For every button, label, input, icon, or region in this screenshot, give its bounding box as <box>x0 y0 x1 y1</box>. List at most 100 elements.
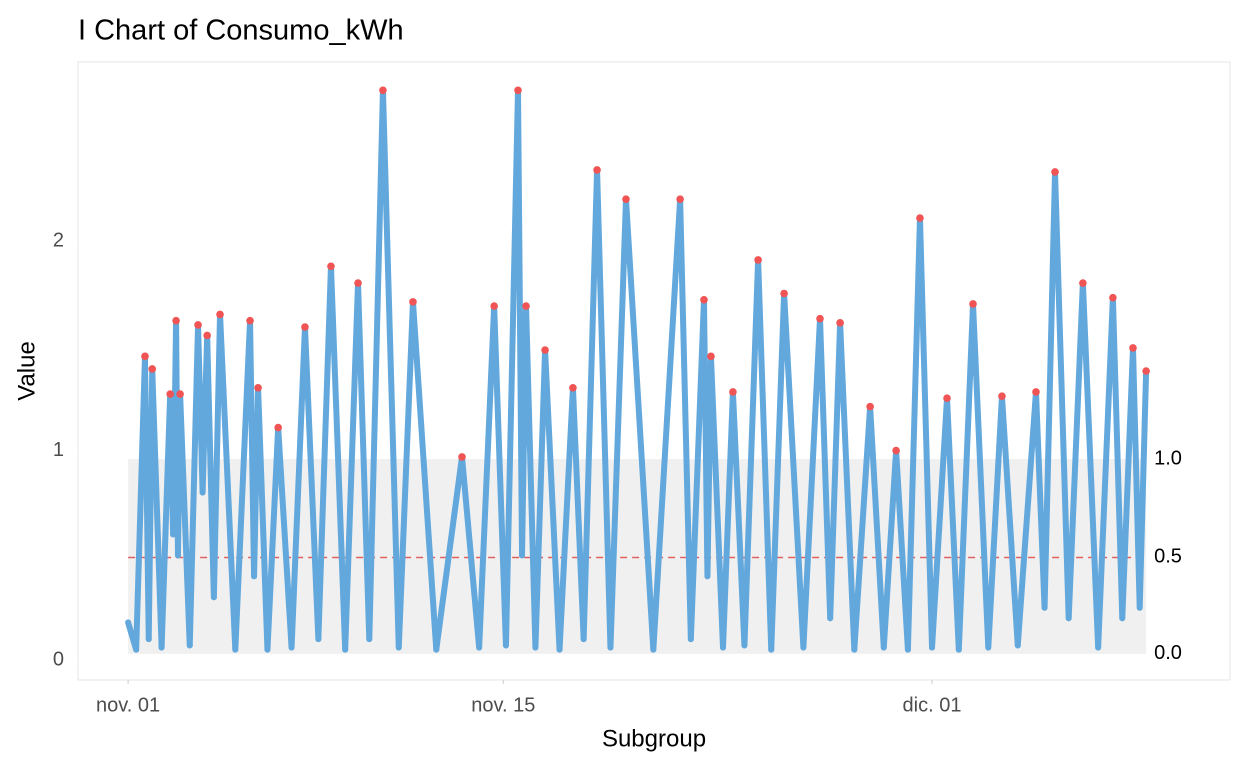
out-of-control-point <box>246 316 254 325</box>
out-of-control-point <box>1109 293 1117 302</box>
out-of-control-point <box>593 166 601 174</box>
point <box>366 636 373 643</box>
point <box>929 644 936 651</box>
point <box>580 636 587 643</box>
out-of-control-point <box>514 86 522 95</box>
out-of-control-point <box>541 346 549 354</box>
out-of-control-point <box>176 390 184 398</box>
point <box>880 644 887 651</box>
out-of-control-point <box>866 402 874 411</box>
out-of-control-point <box>1051 168 1059 176</box>
point <box>199 489 206 496</box>
point <box>1041 604 1048 611</box>
point <box>288 644 295 651</box>
out-of-control-point <box>490 302 498 310</box>
point <box>827 615 834 622</box>
point <box>342 646 349 653</box>
point <box>720 644 727 651</box>
point <box>519 552 526 559</box>
point <box>1014 642 1021 649</box>
out-of-control-point <box>1129 344 1137 352</box>
point <box>158 644 165 651</box>
point <box>556 646 563 653</box>
point <box>851 646 858 653</box>
point <box>985 644 992 651</box>
out-of-control-point <box>816 314 824 323</box>
point <box>395 644 402 651</box>
point <box>502 642 509 649</box>
y-axis-title: Value <box>13 341 40 401</box>
y-tick-label: 1 <box>53 439 64 461</box>
y-tick-label: 0 <box>53 648 64 670</box>
out-of-control-point <box>998 392 1006 400</box>
out-of-control-point <box>892 446 900 455</box>
point <box>174 552 181 559</box>
out-of-control-point <box>1079 279 1087 287</box>
point <box>607 644 614 651</box>
out-of-control-point <box>172 316 180 325</box>
x-tick-label: nov. 01 <box>96 694 160 716</box>
y-tick-label: 2 <box>53 229 64 251</box>
out-of-control-point <box>729 388 737 396</box>
out-of-control-point <box>622 195 630 204</box>
limit-label: 0.5 <box>1154 546 1182 568</box>
out-of-control-point <box>216 310 224 319</box>
point <box>145 636 152 643</box>
point <box>232 646 239 653</box>
out-of-control-point <box>836 319 844 327</box>
limit-label: 0.0 <box>1154 642 1182 664</box>
out-of-control-point <box>1032 388 1040 396</box>
point <box>210 594 217 601</box>
out-of-control-point <box>458 453 466 461</box>
out-of-control-point <box>943 394 951 403</box>
point <box>687 636 694 643</box>
point <box>433 646 440 653</box>
out-of-control-point <box>676 195 684 204</box>
out-of-control-point <box>148 365 157 373</box>
out-of-control-point <box>203 331 211 340</box>
out-of-control-point <box>569 383 577 392</box>
out-of-control-point <box>379 86 387 95</box>
point <box>264 646 271 653</box>
out-of-control-point <box>780 289 788 298</box>
point <box>186 642 193 649</box>
out-of-control-point <box>274 423 282 432</box>
point <box>1065 615 1072 622</box>
out-of-control-point <box>1142 367 1150 375</box>
point <box>1119 615 1126 622</box>
out-of-control-point <box>254 383 262 392</box>
out-of-control-point <box>354 279 362 287</box>
out-of-control-point <box>301 323 309 331</box>
out-of-control-point <box>194 321 202 329</box>
point <box>125 619 132 626</box>
point <box>768 646 775 653</box>
panel-border <box>77 61 1231 681</box>
point <box>904 646 911 653</box>
point <box>955 646 962 653</box>
x-tick-label: dic. 01 <box>903 694 962 716</box>
out-of-control-point <box>707 352 715 361</box>
point <box>704 573 711 580</box>
point <box>170 531 177 538</box>
out-of-control-point <box>166 390 174 398</box>
point <box>650 646 657 653</box>
point <box>1136 604 1143 611</box>
x-axis-title: Subgroup <box>602 725 706 752</box>
point <box>315 636 322 643</box>
point <box>1095 644 1102 651</box>
x-tick-label: nov. 15 <box>471 694 535 716</box>
out-of-control-point <box>700 295 708 304</box>
out-of-control-point <box>522 302 530 310</box>
out-of-control-point <box>327 262 335 271</box>
point <box>800 644 807 651</box>
chart-title: I Chart of Consumo_kWh <box>78 15 404 47</box>
point <box>741 642 748 649</box>
point <box>532 644 539 651</box>
limit-label: 1.0 <box>1154 447 1182 469</box>
out-of-control-point <box>969 300 977 308</box>
point <box>251 573 258 580</box>
point <box>476 644 483 651</box>
out-of-control-point <box>409 298 417 306</box>
out-of-control-point <box>916 214 924 222</box>
